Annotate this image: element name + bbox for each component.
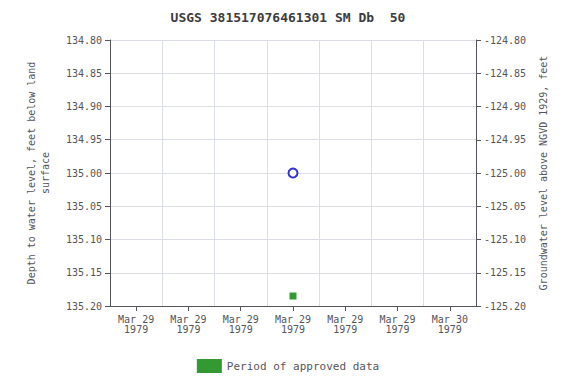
svg-text:-124.85: -124.85	[484, 68, 526, 79]
svg-text:134.90: 134.90	[66, 101, 102, 112]
svg-text:134.85: 134.85	[66, 68, 102, 79]
svg-text:Mar 29: Mar 29	[222, 313, 259, 325]
svg-text:-125.00: -125.00	[484, 168, 526, 179]
svg-text:Period of approved data: Period of approved data	[227, 360, 379, 373]
svg-text:USGS 381517076461301 SM Db 50: USGS 381517076461301 SM Db 50	[171, 10, 406, 25]
svg-text:Mar 29: Mar 29	[327, 313, 364, 325]
svg-text:-124.95: -124.95	[484, 134, 526, 145]
svg-text:Mar 29: Mar 29	[170, 313, 207, 325]
svg-text:-124.90: -124.90	[484, 101, 526, 112]
svg-text:Groundwater level above NGVD 1: Groundwater level above NGVD 1929, feet	[538, 56, 549, 291]
svg-text:135.15: 135.15	[66, 267, 102, 278]
svg-text:135.10: 135.10	[66, 234, 102, 245]
svg-text:Mar 29: Mar 29	[118, 313, 155, 325]
svg-text:134.80: 134.80	[66, 35, 102, 46]
svg-text:135.00: 135.00	[66, 168, 102, 179]
svg-text:134.95: 134.95	[66, 134, 102, 145]
svg-text:-125.10: -125.10	[484, 234, 526, 245]
svg-text:1979: 1979	[281, 324, 305, 335]
svg-text:135.05: 135.05	[66, 201, 102, 212]
svg-text:1979: 1979	[124, 324, 148, 335]
svg-text:Mar 29: Mar 29	[379, 313, 416, 325]
svg-text:Mar 30: Mar 30	[431, 313, 468, 325]
svg-text:surface: surface	[40, 152, 51, 194]
svg-text:1979: 1979	[386, 324, 410, 335]
svg-text:-125.20: -125.20	[484, 301, 526, 312]
svg-text:1979: 1979	[229, 324, 253, 335]
svg-text:1979: 1979	[333, 324, 357, 335]
svg-text:-125.05: -125.05	[484, 201, 526, 212]
svg-text:135.20: 135.20	[66, 301, 102, 312]
svg-text:1979: 1979	[438, 324, 462, 335]
svg-text:1979: 1979	[176, 324, 200, 335]
svg-text:-125.15: -125.15	[484, 267, 526, 278]
svg-text:Depth to water level, feet bel: Depth to water level, feet below land	[26, 62, 37, 285]
svg-text:-124.80: -124.80	[484, 35, 526, 46]
svg-text:Mar 29: Mar 29	[274, 313, 312, 325]
